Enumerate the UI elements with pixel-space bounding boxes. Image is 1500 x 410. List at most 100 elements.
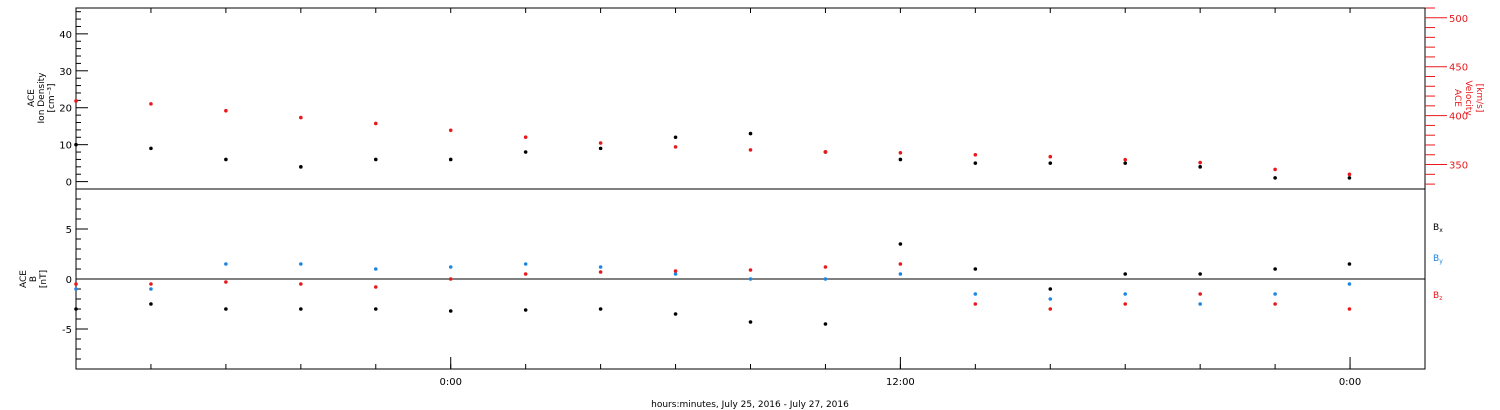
by-point — [748, 277, 753, 281]
bx-point — [598, 307, 603, 311]
magnetic-field-panel: -5 0 5 ACE B [nT] Bx By Bz — [19, 188, 1443, 370]
bz-point — [448, 277, 453, 281]
by-point — [299, 262, 303, 266]
bottom-left-tick-label: -5 — [62, 325, 72, 336]
bx-point — [1273, 267, 1277, 271]
time-axis-tick-labels: 0:00 12:00 0:00 — [439, 377, 1361, 388]
bz-point — [1273, 302, 1277, 306]
top-series-left-point — [1048, 161, 1053, 165]
top-series-right-point — [523, 135, 528, 139]
top-series-right-point — [1048, 154, 1053, 159]
top-left-ylabel-line3: [cm⁻³] — [47, 83, 57, 112]
top-series-right-point — [823, 150, 828, 154]
top-series-right-point — [149, 102, 153, 106]
top-series-right-point — [224, 108, 228, 113]
bx-point — [224, 307, 228, 311]
top-left-tick-label: 10 — [59, 141, 72, 152]
bz-point — [373, 285, 378, 289]
top-series-right-point — [1273, 167, 1277, 172]
top-series-right-point — [673, 145, 678, 149]
bottom-left-minor-ticks — [76, 188, 88, 370]
bx-point — [373, 307, 378, 311]
bottom-left-tick-labels: -5 0 5 — [62, 225, 72, 336]
bz-point — [823, 265, 828, 269]
bz-point — [149, 282, 153, 286]
bz-point — [748, 268, 753, 272]
bx-point — [898, 242, 903, 246]
x-tick-label: 12:00 — [886, 377, 915, 388]
top-left-tick-label: 40 — [59, 30, 72, 41]
top-series-left-point — [373, 157, 378, 162]
top-series-left-point — [299, 165, 303, 169]
bz-point — [224, 280, 228, 284]
bottom-left-tick-label: 5 — [66, 225, 72, 236]
by-point — [523, 262, 528, 266]
top-series-right-point — [898, 151, 903, 155]
bz-point — [1198, 292, 1202, 296]
bz-point — [74, 282, 78, 286]
top-right-tick-label: 500 — [1449, 14, 1468, 25]
top-right-ylabel-line2: Velocity — [1463, 80, 1473, 116]
top-series-left-point — [1347, 176, 1352, 180]
by-point — [224, 262, 228, 266]
top-right-ylabel-line3: [km/s] — [1474, 84, 1484, 113]
bx-point — [1198, 272, 1202, 276]
by-point — [149, 287, 153, 291]
bz-point — [673, 269, 678, 273]
top-series-right-point — [299, 115, 303, 120]
by-point — [598, 265, 603, 269]
x-axis-title: hours:minutes, July 25, 2016 - July 27, … — [651, 400, 849, 410]
top-series-right-point — [373, 121, 378, 126]
bx-point — [748, 320, 753, 324]
top-series-right-point — [598, 141, 603, 145]
bx-point — [74, 307, 78, 311]
bz-point — [299, 282, 303, 286]
top-panel-frame — [75, 7, 1426, 190]
top-series-left-point — [448, 157, 453, 162]
bx-point — [1123, 272, 1128, 276]
bz-point — [598, 270, 603, 274]
bx-point — [1347, 262, 1352, 266]
top-left-tick-label: 20 — [59, 104, 72, 115]
by-point — [1347, 282, 1352, 286]
bottom-ylabel-line3: [nT] — [39, 270, 49, 288]
by-point — [1198, 302, 1202, 306]
top-data-points — [74, 99, 1352, 180]
bz-point — [1123, 302, 1128, 306]
by-point — [1273, 292, 1277, 296]
top-series-left-point — [224, 157, 228, 162]
top-series-right-point — [74, 99, 78, 103]
top-right-tick-label: 400 — [1449, 112, 1468, 123]
top-right-tick-label: 450 — [1449, 63, 1468, 74]
bx-point — [1048, 287, 1053, 291]
top-right-minor-ticks — [1425, 7, 1447, 185]
bz-point — [973, 302, 978, 306]
top-series-left-point — [74, 142, 78, 147]
top-series-left-point — [673, 135, 678, 140]
top-series-right-point — [448, 128, 453, 133]
bz-point — [898, 262, 903, 266]
top-left-ylabel-line2: Ion Density — [37, 72, 47, 124]
x-tick-label: 0:00 — [1339, 377, 1361, 388]
x-tick-label: 0:00 — [439, 377, 461, 388]
by-point — [973, 292, 978, 296]
bz-point — [523, 272, 528, 276]
top-series-right-point — [973, 152, 978, 157]
top-left-tick-label: 0 — [66, 178, 72, 189]
bx-point — [448, 309, 453, 313]
time-axis-ticks — [75, 8, 1426, 369]
legend: Bx By Bz — [1433, 223, 1443, 302]
bx-point — [673, 312, 678, 316]
top-left-tick-labels: 0 10 20 30 40 — [59, 30, 72, 189]
bz-point — [1048, 307, 1053, 311]
top-right-ylabel-line1: ACE — [1452, 89, 1462, 107]
top-right-tick-labels: 350 400 450 500 — [1449, 14, 1468, 172]
ion-density-velocity-panel: 0 10 20 30 40 350 400 450 500 ACE Ion Density [… — [27, 7, 1484, 190]
top-series-right-point — [1198, 160, 1202, 165]
time-axis: 0:00 12:00 0:00 hours:minutes, July 25, 20… — [75, 8, 1426, 410]
by-point — [1123, 292, 1128, 296]
legend-by: By — [1433, 254, 1443, 265]
top-series-right-point — [1347, 172, 1352, 177]
top-series-left-point — [1273, 176, 1277, 180]
top-series-right-point — [748, 148, 753, 152]
